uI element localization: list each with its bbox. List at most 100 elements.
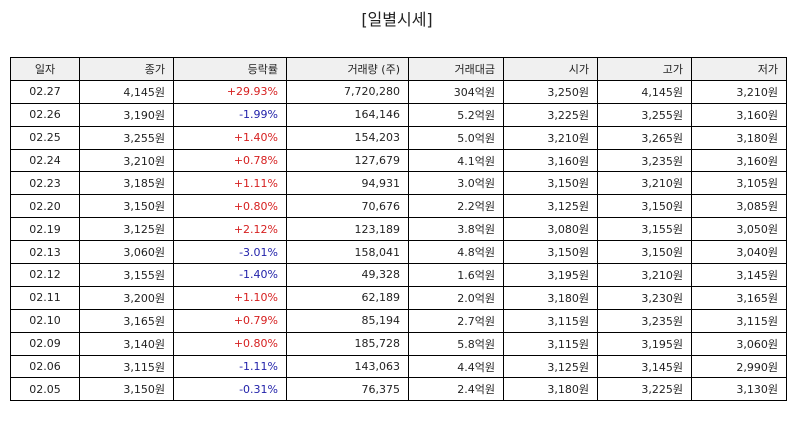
table-cell: 3,145원	[691, 263, 787, 287]
table-cell: +1.40%	[173, 125, 287, 150]
table-cell: 02.24	[10, 148, 80, 173]
table-cell: 3,165원	[691, 285, 787, 310]
table-cell: 4.4억원	[408, 354, 504, 379]
table-cell: +29.93%	[173, 79, 287, 104]
table-cell: 2.0억원	[408, 285, 504, 310]
header-cell: 거래량 (주)	[286, 57, 409, 81]
table-cell: 3,210원	[503, 125, 598, 150]
table-cell: 85,194	[286, 308, 409, 333]
table-cell: 123,189	[286, 217, 409, 242]
table-cell: 3,125원	[79, 217, 174, 242]
table-cell: -0.31%	[173, 377, 287, 402]
table-cell: 2,990원	[691, 354, 787, 379]
table-cell: 3,230원	[597, 285, 692, 310]
table-cell: 3,190원	[79, 102, 174, 127]
table-cell: 3,150원	[503, 240, 598, 265]
table-cell: 3,225원	[597, 377, 692, 402]
table-cell: 3,225원	[503, 102, 598, 127]
table-cell: 164,146	[286, 102, 409, 127]
table-cell: 02.06	[10, 354, 80, 379]
table-cell: 02.20	[10, 194, 80, 219]
table-cell: 3.8억원	[408, 217, 504, 242]
table-cell: 3,040원	[691, 240, 787, 265]
price-table: 일자 종가 등락률 거래량 (주) 거래대금 시가 고가 저가 02.27 4,145원 +29.…	[10, 57, 787, 402]
header-cell: 시가	[503, 57, 598, 81]
table-row: 02.06 3,115원 -1.11% 143,063 4.4억원 3,125원 3,145…	[10, 354, 787, 379]
table-cell: 3,195원	[597, 331, 692, 356]
table-cell: 3,255원	[79, 125, 174, 150]
table-cell: 02.26	[10, 102, 80, 127]
table-cell: 3,115원	[503, 308, 598, 333]
table-cell: 3,150원	[597, 240, 692, 265]
table-cell: 5.8억원	[408, 331, 504, 356]
table-cell: 3,165원	[79, 308, 174, 333]
table-cell: 3.0억원	[408, 171, 504, 196]
table-cell: 02.12	[10, 263, 80, 287]
table-cell: 4,145원	[597, 79, 692, 104]
table-cell: 127,679	[286, 148, 409, 173]
table-row: 02.05 3,150원 -0.31% 76,375 2.4억원 3,180원 3,225원…	[10, 377, 787, 402]
table-cell: 3,180원	[691, 125, 787, 150]
table-cell: 02.11	[10, 285, 80, 310]
table-cell: 3,150원	[597, 194, 692, 219]
table-cell: 3,115원	[79, 354, 174, 379]
table-cell: 4.1억원	[408, 148, 504, 173]
table-cell: 2.4억원	[408, 377, 504, 402]
table-cell: 2.2억원	[408, 194, 504, 219]
table-cell: +2.12%	[173, 217, 287, 242]
table-cell: 76,375	[286, 377, 409, 402]
table-cell: 158,041	[286, 240, 409, 265]
table-row: 02.23 3,185원 +1.11% 94,931 3.0억원 3,150원 3,210원…	[10, 171, 787, 196]
table-cell: 2.7억원	[408, 308, 504, 333]
table-cell: 62,189	[286, 285, 409, 310]
table-row: 02.12 3,155원 -1.40% 49,328 1.6억원 3,195원 3,210원…	[10, 263, 787, 287]
table-cell: 02.27	[10, 79, 80, 104]
table-cell: 3,195원	[503, 263, 598, 287]
table-cell: 3,200원	[79, 285, 174, 310]
table-cell: 3,115원	[691, 308, 787, 333]
table-cell: -1.40%	[173, 263, 287, 287]
table-cell: 3,160원	[691, 102, 787, 127]
table-cell: 3,235원	[597, 148, 692, 173]
table-cell: 3,160원	[503, 148, 598, 173]
header-row: 일자 종가 등락률 거래량 (주) 거래대금 시가 고가 저가	[10, 57, 787, 81]
table-cell: 3,125원	[503, 194, 598, 219]
table-cell: 49,328	[286, 263, 409, 287]
table-cell: 7,720,280	[286, 79, 409, 104]
table-cell: 3,140원	[79, 331, 174, 356]
header-cell: 일자	[10, 57, 80, 81]
table-cell: 3,210원	[691, 79, 787, 104]
table-cell: 3,150원	[503, 171, 598, 196]
table-cell: 3,150원	[79, 377, 174, 402]
table-row: 02.19 3,125원 +2.12% 123,189 3.8억원 3,080원 3,155…	[10, 217, 787, 242]
table-row: 02.13 3,060원 -3.01% 158,041 4.8억원 3,150원 3,150…	[10, 240, 787, 265]
table-row: 02.20 3,150원 +0.80% 70,676 2.2억원 3,125원 3,150원…	[10, 194, 787, 219]
table-row: 02.25 3,255원 +1.40% 154,203 5.0억원 3,210원 3,265…	[10, 125, 787, 150]
table-cell: -1.99%	[173, 102, 287, 127]
table-cell: 3,265원	[597, 125, 692, 150]
table-cell: 3,255원	[597, 102, 692, 127]
table-row: 02.10 3,165원 +0.79% 85,194 2.7억원 3,115원 3,235원…	[10, 308, 787, 333]
table-cell: 1.6억원	[408, 263, 504, 287]
table-cell: 154,203	[286, 125, 409, 150]
table-cell: 3,145원	[597, 354, 692, 379]
table-cell: 3,130원	[691, 377, 787, 402]
table-cell: 3,235원	[597, 308, 692, 333]
header-cell: 종가	[79, 57, 174, 81]
table-cell: 02.10	[10, 308, 80, 333]
table-cell: 3,050원	[691, 217, 787, 242]
title: [일별시세]	[361, 10, 433, 29]
table-cell: 3,210원	[597, 171, 692, 196]
table-cell: 3,155원	[79, 263, 174, 287]
table-cell: 3,150원	[79, 194, 174, 219]
table-cell: 02.23	[10, 171, 80, 196]
table-cell: 4.8억원	[408, 240, 504, 265]
table-cell: 3,210원	[79, 148, 174, 173]
table-cell: 94,931	[286, 171, 409, 196]
table-cell: 02.19	[10, 217, 80, 242]
table-cell: -1.11%	[173, 354, 287, 379]
table-cell: 02.09	[10, 331, 80, 356]
table-cell: 185,728	[286, 331, 409, 356]
table-cell: +0.79%	[173, 308, 287, 333]
header-cell: 거래대금	[408, 57, 504, 81]
